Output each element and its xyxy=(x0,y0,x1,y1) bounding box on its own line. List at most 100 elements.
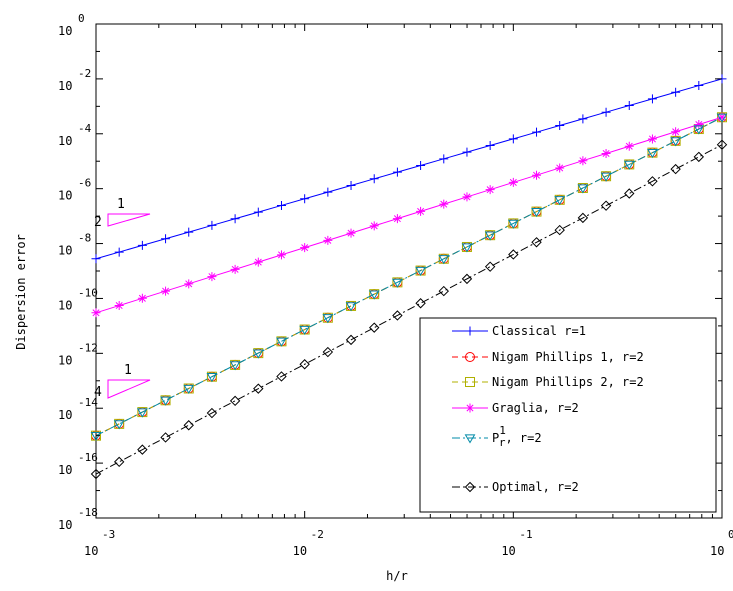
data-point xyxy=(90,468,102,480)
data-point xyxy=(601,107,611,117)
y-tick-label-exp: -18 xyxy=(78,506,98,519)
x-tick-label-base: 10 xyxy=(84,544,98,558)
y-tick-label-exp: -14 xyxy=(78,396,98,409)
data-point xyxy=(484,231,496,241)
data-point xyxy=(207,272,217,282)
data-point xyxy=(600,172,612,182)
data-point xyxy=(601,148,611,158)
y-tick-label-exp: -12 xyxy=(78,341,98,354)
data-point xyxy=(345,334,357,346)
data-point xyxy=(323,235,333,245)
series-3 xyxy=(91,112,727,318)
data-point xyxy=(136,408,148,418)
legend-entry-1: Nigam Phillips 1, r=2 xyxy=(452,350,644,364)
series-0 xyxy=(91,74,727,264)
y-tick-label-base: 10 xyxy=(58,353,72,367)
data-point xyxy=(554,196,566,206)
y-tick-label-base: 10 xyxy=(58,298,72,312)
data-point xyxy=(438,285,449,297)
data-point xyxy=(716,139,728,150)
legend-marker xyxy=(464,481,476,493)
x-tick-label-exp: -2 xyxy=(311,528,324,541)
data-point xyxy=(184,279,194,289)
data-point xyxy=(532,170,542,180)
data-point xyxy=(346,228,356,238)
data-point xyxy=(508,134,518,144)
data-point xyxy=(276,337,287,347)
slope-triangle-1: 12 xyxy=(94,197,151,230)
data-point xyxy=(624,101,634,111)
legend-label: Nigam Phillips 2, r=2 xyxy=(492,375,644,389)
data-point xyxy=(392,310,403,321)
legend: Classical r=1 Nigam Phillips 1, r=2 Nigam … xyxy=(419,317,717,513)
data-point xyxy=(300,194,310,204)
data-point xyxy=(300,243,310,253)
legend-label: Optimal, r=2 xyxy=(492,480,579,494)
x-tick-label-base: 10 xyxy=(501,544,515,558)
series-5 xyxy=(90,139,728,480)
data-point xyxy=(253,383,264,394)
legend-marker xyxy=(465,377,475,387)
data-point xyxy=(485,185,495,195)
data-point xyxy=(415,266,426,277)
data-point xyxy=(183,384,195,394)
y-tick-label-exp: -2 xyxy=(78,67,91,80)
data-point xyxy=(161,234,171,244)
data-point xyxy=(229,395,241,407)
data-point xyxy=(207,220,217,230)
data-point xyxy=(114,301,124,311)
data-point xyxy=(647,94,657,104)
data-point xyxy=(438,255,450,265)
data-point xyxy=(114,247,124,257)
x-tick-label-exp: 0 xyxy=(728,528,733,541)
data-point xyxy=(137,293,147,303)
data-point xyxy=(532,127,542,137)
y-tick-label-exp: 0 xyxy=(78,12,85,25)
data-point xyxy=(345,302,357,312)
series-4 xyxy=(90,113,728,442)
data-point xyxy=(716,113,728,123)
data-point xyxy=(252,349,264,359)
y-tick-label-exp: -4 xyxy=(78,122,92,135)
slope-triangle-shape xyxy=(107,379,151,399)
data-point xyxy=(230,264,240,274)
x-tick-label-exp: -3 xyxy=(102,528,115,541)
y-tick-label-base: 10 xyxy=(58,79,72,93)
y-tick-label-base: 10 xyxy=(58,24,72,38)
data-point xyxy=(578,156,588,166)
x-tick-label-base: 10 xyxy=(293,544,307,558)
data-point xyxy=(694,81,704,91)
data-point xyxy=(276,250,286,260)
data-point xyxy=(647,148,658,159)
data-point xyxy=(90,432,102,442)
data-point xyxy=(323,187,333,197)
data-point xyxy=(184,227,194,237)
data-point xyxy=(531,237,542,248)
legend-label: P1 r, r=2 xyxy=(492,424,542,449)
legend-entry-3: Graglia, r=2 xyxy=(452,401,579,415)
legend-entry-2: Nigam Phillips 2, r=2 xyxy=(452,375,644,389)
slope-rise-label: 2 xyxy=(94,215,102,230)
legend-label: Nigam Phillips 1, r=2 xyxy=(492,350,644,364)
legend-entry-4: P1 r, r=2 xyxy=(452,424,542,449)
y-tick-label-base: 10 xyxy=(58,463,72,477)
x-tick-label-base: 10 xyxy=(710,544,724,558)
data-point xyxy=(647,176,658,187)
legend-marker xyxy=(465,352,475,362)
slope-run-label: 1 xyxy=(117,197,125,212)
data-point xyxy=(671,127,681,137)
data-point xyxy=(577,212,589,224)
data-point xyxy=(485,140,495,150)
data-point xyxy=(369,174,379,184)
data-point xyxy=(647,134,657,144)
y-tick-label-exp: -16 xyxy=(78,451,98,464)
legend-label: Graglia, r=2 xyxy=(492,401,579,415)
y-tick-label-base: 10 xyxy=(58,189,72,203)
data-point xyxy=(671,87,681,97)
data-point xyxy=(392,167,402,177)
data-point xyxy=(462,192,472,202)
data-point xyxy=(508,177,518,187)
series-line xyxy=(95,116,723,437)
data-point xyxy=(369,221,379,231)
data-point xyxy=(624,141,634,151)
